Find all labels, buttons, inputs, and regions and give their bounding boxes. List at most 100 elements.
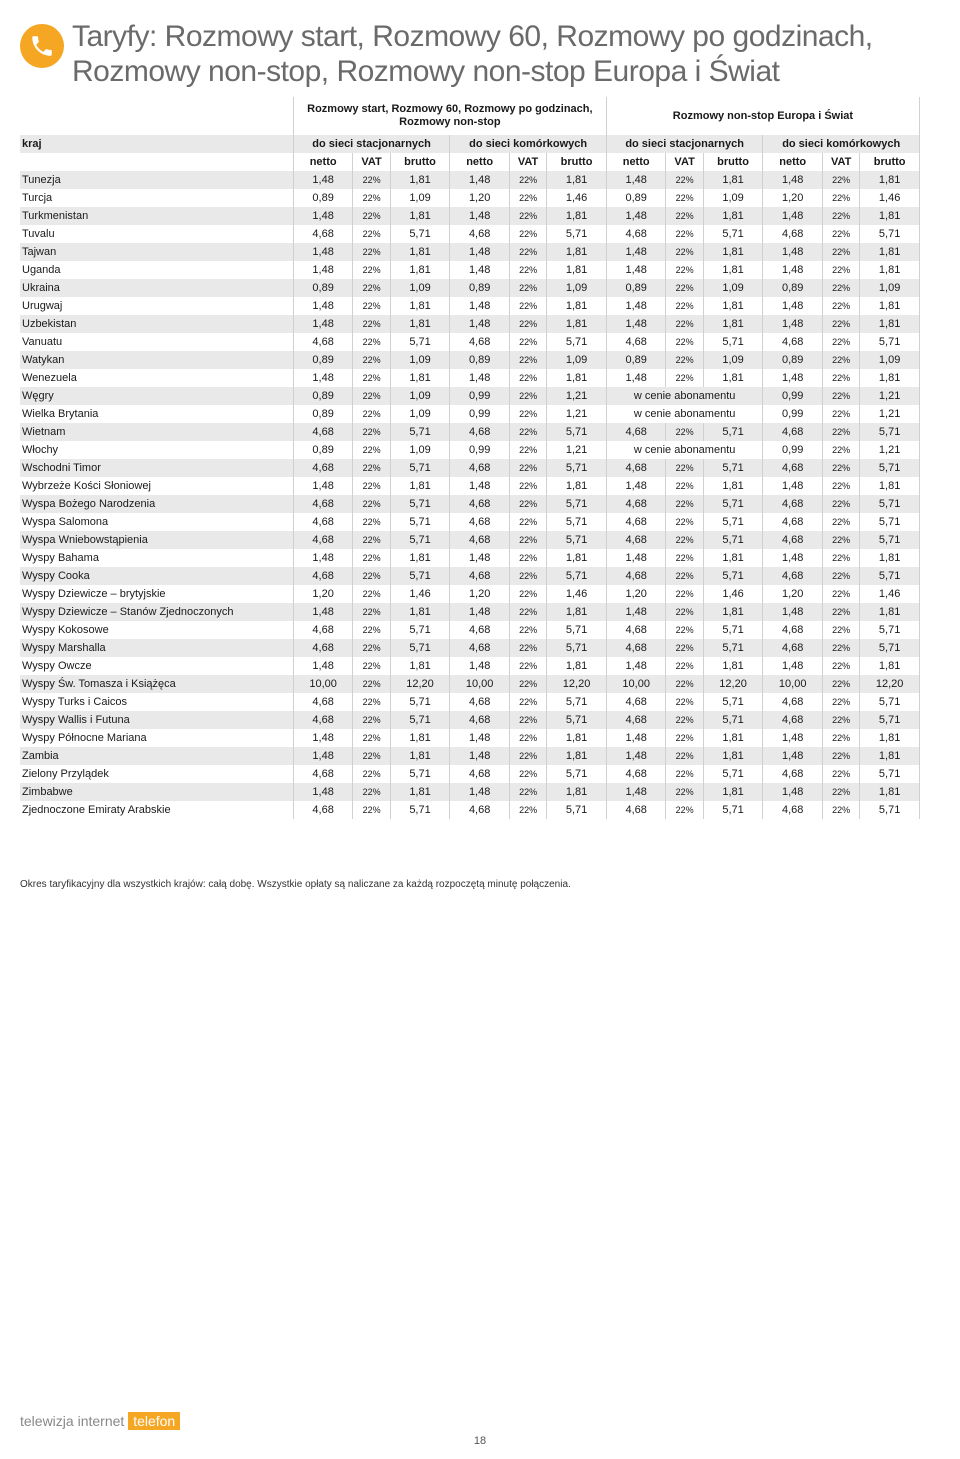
brutto-cell: 1,09 [390, 387, 450, 405]
vat-cell: 22% [666, 765, 703, 783]
brutto-cell: 1,09 [390, 441, 450, 459]
col-brutto: brutto [703, 153, 763, 171]
netto-cell: 4,68 [763, 495, 823, 513]
col-vat: VAT [666, 153, 703, 171]
netto-cell: 0,89 [606, 189, 666, 207]
brutto-cell: 5,71 [390, 801, 450, 819]
brutto-cell: 1,81 [547, 315, 607, 333]
netto-cell: 4,68 [293, 567, 353, 585]
netto-cell: 4,68 [606, 621, 666, 639]
vat-cell: 22% [823, 297, 860, 315]
brutto-cell: 1,81 [390, 783, 450, 801]
country-cell: Ukraina [20, 279, 293, 297]
netto-cell: 4,68 [606, 333, 666, 351]
netto-cell: 1,48 [293, 477, 353, 495]
vat-cell: 22% [666, 657, 703, 675]
brutto-cell: 5,71 [860, 639, 920, 657]
vat-cell: 22% [666, 423, 703, 441]
vat-cell: 22% [509, 801, 546, 819]
vat-cell: 22% [509, 639, 546, 657]
col-kom-2: do sieci komórkowych [763, 135, 920, 153]
netto-cell: 1,48 [763, 315, 823, 333]
brutto-cell: 1,81 [860, 243, 920, 261]
netto-cell: 1,48 [606, 729, 666, 747]
netto-cell: 4,68 [293, 225, 353, 243]
brutto-cell: 1,81 [860, 477, 920, 495]
vat-cell: 22% [823, 405, 860, 423]
country-cell: Wyspy Marshalla [20, 639, 293, 657]
brutto-cell: 5,71 [390, 513, 450, 531]
brutto-cell: 5,71 [703, 459, 763, 477]
vat-cell: 22% [353, 459, 390, 477]
netto-cell: 4,68 [606, 765, 666, 783]
brutto-cell: 1,21 [547, 387, 607, 405]
col-stac-2: do sieci stacjonarnych [606, 135, 763, 153]
vat-cell: 22% [509, 207, 546, 225]
brutto-cell: 1,81 [390, 243, 450, 261]
brutto-cell: 5,71 [860, 693, 920, 711]
brutto-cell: 5,71 [860, 567, 920, 585]
vat-cell: 22% [823, 621, 860, 639]
netto-cell: 4,68 [293, 495, 353, 513]
netto-cell: 4,68 [606, 711, 666, 729]
country-cell: Zimbabwe [20, 783, 293, 801]
vat-cell: 22% [353, 495, 390, 513]
col-brutto: brutto [860, 153, 920, 171]
netto-cell: 1,48 [606, 243, 666, 261]
vat-cell: 22% [353, 549, 390, 567]
brutto-cell: 1,81 [860, 171, 920, 189]
brutto-cell: 5,71 [390, 621, 450, 639]
brutto-cell: 5,71 [703, 567, 763, 585]
country-cell: Wyspy Owcze [20, 657, 293, 675]
brutto-cell: 1,81 [703, 477, 763, 495]
brutto-cell: 5,71 [547, 513, 607, 531]
brutto-cell: 1,81 [860, 729, 920, 747]
brutto-cell: 5,71 [547, 459, 607, 477]
netto-cell: 1,48 [293, 261, 353, 279]
brutto-cell: 1,09 [703, 351, 763, 369]
brutto-cell: 1,81 [390, 261, 450, 279]
brutto-cell: 5,71 [390, 225, 450, 243]
vat-cell: 22% [823, 459, 860, 477]
netto-cell: 4,68 [606, 513, 666, 531]
vat-cell: 22% [509, 261, 546, 279]
table-row: Wenezuela1,4822%1,811,4822%1,811,4822%1,… [20, 369, 920, 387]
country-cell: Wschodni Timor [20, 459, 293, 477]
brutto-cell: 5,71 [860, 711, 920, 729]
table-row: Wybrzeże Kości Słoniowej1,4822%1,811,482… [20, 477, 920, 495]
vat-cell: 22% [353, 621, 390, 639]
netto-cell: 0,89 [293, 351, 353, 369]
vat-cell: 22% [353, 585, 390, 603]
country-cell: Urugwaj [20, 297, 293, 315]
brutto-cell: 1,81 [703, 243, 763, 261]
netto-cell: 1,48 [450, 657, 510, 675]
netto-cell: 1,48 [450, 603, 510, 621]
brutto-cell: 1,81 [703, 315, 763, 333]
netto-cell: 1,48 [763, 549, 823, 567]
netto-cell: 1,48 [606, 549, 666, 567]
brutto-cell: 5,71 [547, 225, 607, 243]
brutto-cell: 5,71 [860, 621, 920, 639]
brutto-cell: 5,71 [860, 513, 920, 531]
netto-cell: 0,89 [293, 279, 353, 297]
vat-cell: 22% [353, 423, 390, 441]
vat-cell: 22% [666, 243, 703, 261]
brutto-cell: 5,71 [390, 693, 450, 711]
vat-cell: 22% [353, 441, 390, 459]
vat-cell: 22% [823, 783, 860, 801]
brutto-cell: 1,81 [860, 657, 920, 675]
brutto-cell: 1,46 [390, 585, 450, 603]
vat-cell: 22% [353, 369, 390, 387]
netto-cell: 4,68 [763, 513, 823, 531]
col-group-left: Rozmowy start, Rozmowy 60, Rozmowy po go… [293, 97, 606, 135]
brutto-cell: 5,71 [390, 333, 450, 351]
vat-cell: 22% [666, 189, 703, 207]
country-cell: Tajwan [20, 243, 293, 261]
vat-cell: 22% [666, 333, 703, 351]
vat-cell: 22% [666, 495, 703, 513]
vat-cell: 22% [666, 297, 703, 315]
vat-cell: 22% [353, 639, 390, 657]
netto-cell: 1,48 [293, 549, 353, 567]
brutto-cell: 1,81 [547, 603, 607, 621]
brutto-cell: 5,71 [390, 531, 450, 549]
